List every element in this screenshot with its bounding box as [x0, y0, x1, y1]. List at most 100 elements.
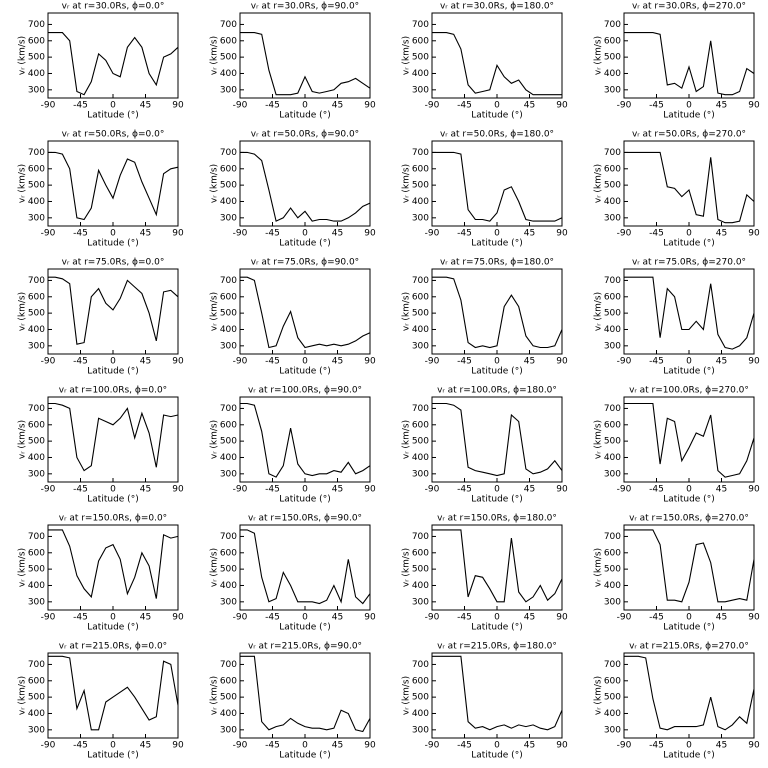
y-tick-label: 400	[220, 69, 237, 79]
y-tick-label: 700	[412, 404, 429, 414]
x-tick-label: 0	[110, 229, 116, 239]
y-axis-label: vᵣ (km/s)	[402, 548, 412, 587]
x-tick-label: -45	[265, 741, 280, 751]
y-tick-label: 500	[28, 565, 45, 575]
chart-title: vᵣ at r=50.0Rs, ϕ=270.0°	[632, 130, 746, 140]
y-tick-label: 400	[412, 69, 429, 79]
x-tick-label: 90	[556, 613, 568, 623]
x-tick-label: -90	[41, 613, 56, 623]
x-tick-label: 90	[172, 613, 184, 623]
y-axis-label: vᵣ (km/s)	[402, 420, 412, 459]
chart-title: vᵣ at r=150.0Rs, ϕ=270.0°	[629, 514, 749, 524]
y-tick-label: 400	[28, 325, 45, 335]
x-axis-label: Latitude (°)	[663, 623, 714, 633]
chart-title: vᵣ at r=75.0Rs, ϕ=270.0°	[632, 258, 746, 268]
velocity-line	[48, 529, 179, 599]
y-tick-label: 300	[604, 85, 621, 95]
x-tick-label: 45	[716, 229, 727, 239]
y-tick-label: 600	[220, 676, 237, 686]
chart-title: vᵣ at r=50.0Rs, ϕ=180.0°	[440, 130, 554, 140]
x-axis-label: Latitude (°)	[663, 495, 714, 505]
y-axis-label: vᵣ (km/s)	[18, 36, 28, 75]
y-tick-label: 600	[412, 292, 429, 302]
chart-title: vᵣ at r=150.0Rs, ϕ=90.0°	[248, 514, 362, 524]
y-axis-label: vᵣ (km/s)	[210, 292, 220, 331]
x-tick-label: 0	[110, 357, 116, 367]
x-tick-label: -90	[617, 357, 632, 367]
x-tick-label: -90	[425, 229, 440, 239]
x-tick-label: 45	[524, 741, 535, 751]
y-tick-label: 700	[412, 276, 429, 286]
chart-title: vᵣ at r=215.0Rs, ϕ=0.0°	[59, 642, 167, 652]
x-tick-label: -45	[457, 485, 472, 495]
chart-title: vᵣ at r=75.0Rs, ϕ=0.0°	[62, 258, 165, 268]
y-tick-label: 400	[604, 581, 621, 591]
y-tick-label: 300	[604, 213, 621, 223]
y-tick-label: 500	[604, 565, 621, 575]
x-tick-label: 45	[524, 613, 535, 623]
x-tick-label: -90	[425, 485, 440, 495]
y-tick-label: 700	[220, 20, 237, 30]
y-axis-label: vᵣ (km/s)	[594, 548, 604, 587]
x-tick-label: 90	[748, 485, 760, 495]
velocity-line	[432, 32, 562, 96]
x-tick-label: -45	[73, 485, 88, 495]
x-tick-label: 0	[302, 741, 308, 751]
x-tick-label: 0	[302, 613, 308, 623]
y-tick-label: 300	[220, 85, 237, 95]
x-tick-label: -90	[41, 229, 56, 239]
y-tick-label: 300	[220, 213, 237, 223]
plot-frame	[431, 524, 563, 611]
plot-frame	[47, 524, 179, 611]
x-axis-label: Latitude (°)	[471, 623, 522, 633]
chart-title: vᵣ at r=50.0Rs, ϕ=90.0°	[251, 130, 359, 140]
y-axis-label: vᵣ (km/s)	[210, 36, 220, 75]
x-tick-label: 45	[716, 101, 727, 111]
x-tick-label: 0	[494, 613, 500, 623]
y-tick-label: 600	[412, 420, 429, 430]
x-tick-label: 0	[302, 229, 308, 239]
x-axis-label: Latitude (°)	[87, 111, 138, 121]
x-tick-label: 0	[302, 101, 308, 111]
x-tick-label: 90	[556, 229, 568, 239]
x-axis-label: Latitude (°)	[471, 495, 522, 505]
y-tick-label: 700	[220, 532, 237, 542]
y-tick-label: 300	[412, 725, 429, 735]
y-axis-label: vᵣ (km/s)	[210, 548, 220, 587]
x-tick-label: -45	[73, 357, 88, 367]
y-axis-label: vᵣ (km/s)	[594, 164, 604, 203]
x-axis-label: Latitude (°)	[471, 367, 522, 377]
y-tick-label: 300	[412, 341, 429, 351]
y-tick-label: 300	[220, 469, 237, 479]
y-tick-label: 700	[412, 20, 429, 30]
x-tick-label: 45	[524, 101, 535, 111]
x-tick-label: -45	[649, 613, 664, 623]
y-tick-label: 300	[28, 469, 45, 479]
x-axis-label: Latitude (°)	[663, 367, 714, 377]
plot-frame	[431, 652, 563, 739]
velocity-line	[48, 655, 179, 731]
y-tick-label: 600	[412, 676, 429, 686]
plot-frame	[431, 396, 563, 483]
y-axis-label: vᵣ (km/s)	[594, 676, 604, 715]
chart-title: vᵣ at r=215.0Rs, ϕ=180.0°	[437, 642, 557, 652]
y-tick-label: 300	[220, 597, 237, 607]
y-tick-label: 600	[220, 292, 237, 302]
x-axis-label: Latitude (°)	[471, 111, 522, 121]
plot-frame	[239, 12, 371, 99]
velocity-line	[432, 402, 563, 477]
y-tick-label: 400	[28, 709, 45, 719]
y-tick-label: 400	[604, 69, 621, 79]
y-tick-label: 600	[28, 420, 45, 430]
y-tick-label: 400	[28, 453, 45, 463]
x-tick-label: 90	[556, 357, 568, 367]
y-tick-label: 500	[220, 693, 237, 703]
x-tick-label: -90	[233, 613, 248, 623]
y-axis-label: vᵣ (km/s)	[594, 292, 604, 331]
y-tick-label: 600	[28, 676, 45, 686]
y-tick-label: 700	[604, 148, 621, 158]
x-tick-label: 0	[494, 229, 500, 239]
velocity-line	[240, 655, 371, 733]
chart-title: vᵣ at r=30.0Rs, ϕ=90.0°	[251, 2, 359, 12]
x-tick-label: 90	[556, 741, 568, 751]
